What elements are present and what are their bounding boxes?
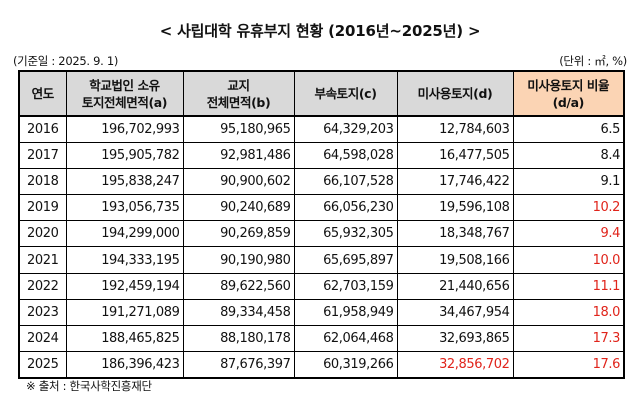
table-header-row: 연도 학교법인 소유 토지전체면적(a) 교지 전체면적(b) 부속토지(c) 미사…: [18, 70, 625, 117]
idle-land-table: 연도 학교법인 소유 토지전체면적(a) 교지 전체면적(b) 부속토지(c) 미사…: [18, 70, 625, 379]
unused-ratio-cell: 18.0: [512, 298, 625, 327]
campus-land-cell: 90,269,859: [182, 220, 295, 248]
table-row: 2022 192,459,194 89,622,560 62,703,159 21,44…: [18, 272, 625, 300]
unit-note: (단위 : ㎡, %): [559, 54, 627, 68]
table-row: 2023 191,271,089 89,334,458 61,958,949 34,46…: [18, 298, 625, 327]
campus-land-cell: 90,190,980: [182, 246, 295, 274]
unused-land-cell: 19,596,108: [396, 194, 514, 222]
total-land-cell: 193,056,735: [65, 194, 184, 222]
total-land-cell: 195,905,782: [65, 141, 184, 169]
campus-land-cell: 87,676,397: [182, 351, 295, 379]
annex-land-cell: 62,703,159: [293, 272, 398, 300]
total-land-cell: 194,299,000: [65, 220, 184, 248]
year-cell: 2018: [18, 167, 67, 196]
header-campus-land: 교지 전체면적(b): [182, 70, 295, 117]
table-row: 2018 195,838,247 90,900,602 66,107,528 17,74…: [18, 167, 625, 196]
table-row: 2020 194,299,000 90,269,859 65,932,305 18,34…: [18, 220, 625, 248]
unused-land-cell: 12,784,603: [396, 115, 514, 143]
unused-land-cell: 32,856,702: [396, 351, 514, 379]
unused-ratio-cell: 8.4: [512, 141, 625, 169]
table-row: 2025 186,396,423 87,676,397 60,319,266 32,85…: [18, 351, 625, 379]
campus-land-cell: 89,622,560: [182, 272, 295, 300]
table-row: 2016 196,702,993 95,180,965 64,329,203 12,78…: [18, 115, 625, 143]
campus-land-cell: 88,180,178: [182, 324, 295, 353]
table-row: 2024 188,465,825 88,180,178 62,064,468 32,69…: [18, 324, 625, 353]
source-note: ※ 출처 : 한국사학진흥재단: [26, 379, 152, 393]
header-total-land: 학교법인 소유 토지전체면적(a): [65, 70, 184, 117]
campus-land-cell: 95,180,965: [182, 115, 295, 143]
unused-land-cell: 17,746,422: [396, 167, 514, 196]
campus-land-cell: 92,981,486: [182, 141, 295, 169]
annex-land-cell: 66,107,528: [293, 167, 398, 196]
unused-land-cell: 34,467,954: [396, 298, 514, 327]
total-land-cell: 195,838,247: [65, 167, 184, 196]
campus-land-cell: 89,334,458: [182, 298, 295, 327]
year-cell: 2022: [18, 272, 67, 300]
campus-land-cell: 90,240,689: [182, 194, 295, 222]
annex-land-cell: 65,695,897: [293, 246, 398, 274]
total-land-cell: 192,459,194: [65, 272, 184, 300]
annex-land-cell: 60,319,266: [293, 351, 398, 379]
unused-ratio-cell: 9.4: [512, 220, 625, 248]
year-cell: 2020: [18, 220, 67, 248]
annex-land-cell: 65,932,305: [293, 220, 398, 248]
annex-land-cell: 64,598,028: [293, 141, 398, 169]
unused-land-cell: 19,508,166: [396, 246, 514, 274]
table-row: 2017 195,905,782 92,981,486 64,598,028 16,47…: [18, 141, 625, 169]
unused-ratio-cell: 9.1: [512, 167, 625, 196]
year-cell: 2016: [18, 115, 67, 143]
header-unused-ratio: 미사용토지 비율 (d/a): [512, 70, 625, 117]
reference-date-note: (기준일 : 2025. 9. 1): [13, 54, 119, 68]
year-cell: 2024: [18, 324, 67, 353]
annex-land-cell: 62,064,468: [293, 324, 398, 353]
annex-land-cell: 66,056,230: [293, 194, 398, 222]
unused-land-cell: 16,477,505: [396, 141, 514, 169]
annex-land-cell: 61,958,949: [293, 298, 398, 327]
table-row: 2019 193,056,735 90,240,689 66,056,230 19,59…: [18, 194, 625, 222]
year-cell: 2017: [18, 141, 67, 169]
header-year: 연도: [18, 70, 67, 117]
unused-ratio-cell: 11.1: [512, 272, 625, 300]
unused-ratio-cell: 10.2: [512, 194, 625, 222]
unused-land-cell: 32,693,865: [396, 324, 514, 353]
unused-ratio-cell: 17.6: [512, 351, 625, 379]
total-land-cell: 194,333,195: [65, 246, 184, 274]
year-cell: 2021: [18, 246, 67, 274]
year-cell: 2019: [18, 194, 67, 222]
page-title: < 사립대학 유휴부지 현황 (2016년~2025년) >: [159, 22, 481, 40]
table-row: 2021 194,333,195 90,190,980 65,695,897 19,50…: [18, 246, 625, 274]
total-land-cell: 188,465,825: [65, 324, 184, 353]
header-annex-land: 부속토지(c): [293, 70, 398, 117]
total-land-cell: 186,396,423: [65, 351, 184, 379]
year-cell: 2023: [18, 298, 67, 327]
total-land-cell: 196,702,993: [65, 115, 184, 143]
unused-ratio-cell: 10.0: [512, 246, 625, 274]
total-land-cell: 191,271,089: [65, 298, 184, 327]
year-cell: 2025: [18, 351, 67, 379]
header-unused-land: 미사용토지(d): [396, 70, 514, 117]
unused-land-cell: 21,440,656: [396, 272, 514, 300]
unused-ratio-cell: 17.3: [512, 324, 625, 353]
unused-land-cell: 18,348,767: [396, 220, 514, 248]
unused-ratio-cell: 6.5: [512, 115, 625, 143]
annex-land-cell: 64,329,203: [293, 115, 398, 143]
campus-land-cell: 90,900,602: [182, 167, 295, 196]
